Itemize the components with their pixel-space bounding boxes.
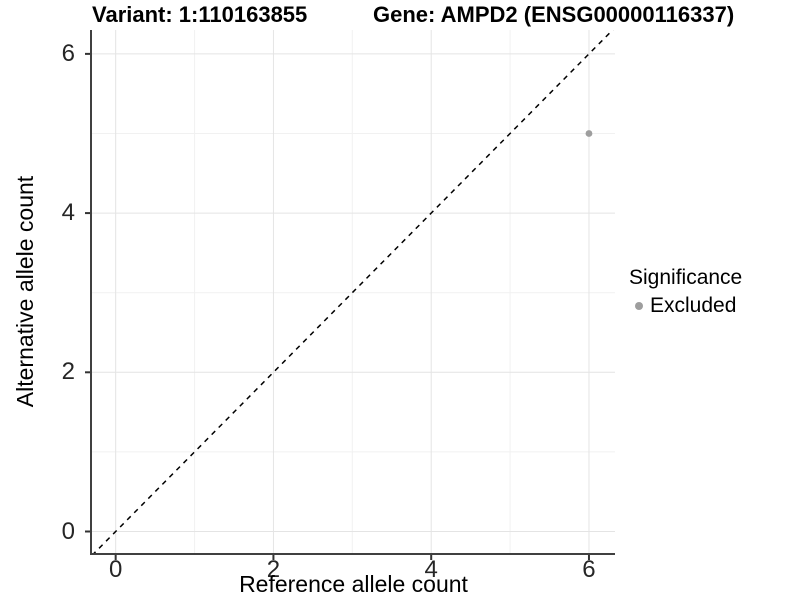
x-tick-label: 4 — [424, 556, 438, 583]
x-tick-label: 0 — [108, 556, 123, 583]
identity-line — [93, 30, 614, 553]
legend-title: Significance — [629, 266, 743, 289]
x-tick-label: 6 — [582, 556, 596, 583]
data-point — [585, 130, 593, 137]
y-tick-label: 6 — [61, 39, 75, 67]
legend-entry-label: Excluded — [650, 294, 737, 317]
gene-title: Gene: AMPD2 (ENSG00000116337) — [373, 2, 735, 27]
y-tick-label: 0 — [61, 517, 75, 545]
variant-title: Variant: 1:110163855 — [92, 2, 308, 27]
legend-entries: Excluded — [629, 294, 742, 318]
x-axis-title: Reference allele count — [239, 571, 468, 597]
y-tick-label: 4 — [61, 199, 75, 227]
legend: Significance Excluded — [629, 266, 742, 318]
y-axis-title: Alternative allele count — [12, 175, 38, 408]
legend-point-icon — [635, 302, 643, 310]
y-tick-label: 2 — [61, 358, 75, 386]
x-tick-label: 2 — [266, 556, 281, 583]
legend-entry: Excluded — [629, 294, 742, 318]
